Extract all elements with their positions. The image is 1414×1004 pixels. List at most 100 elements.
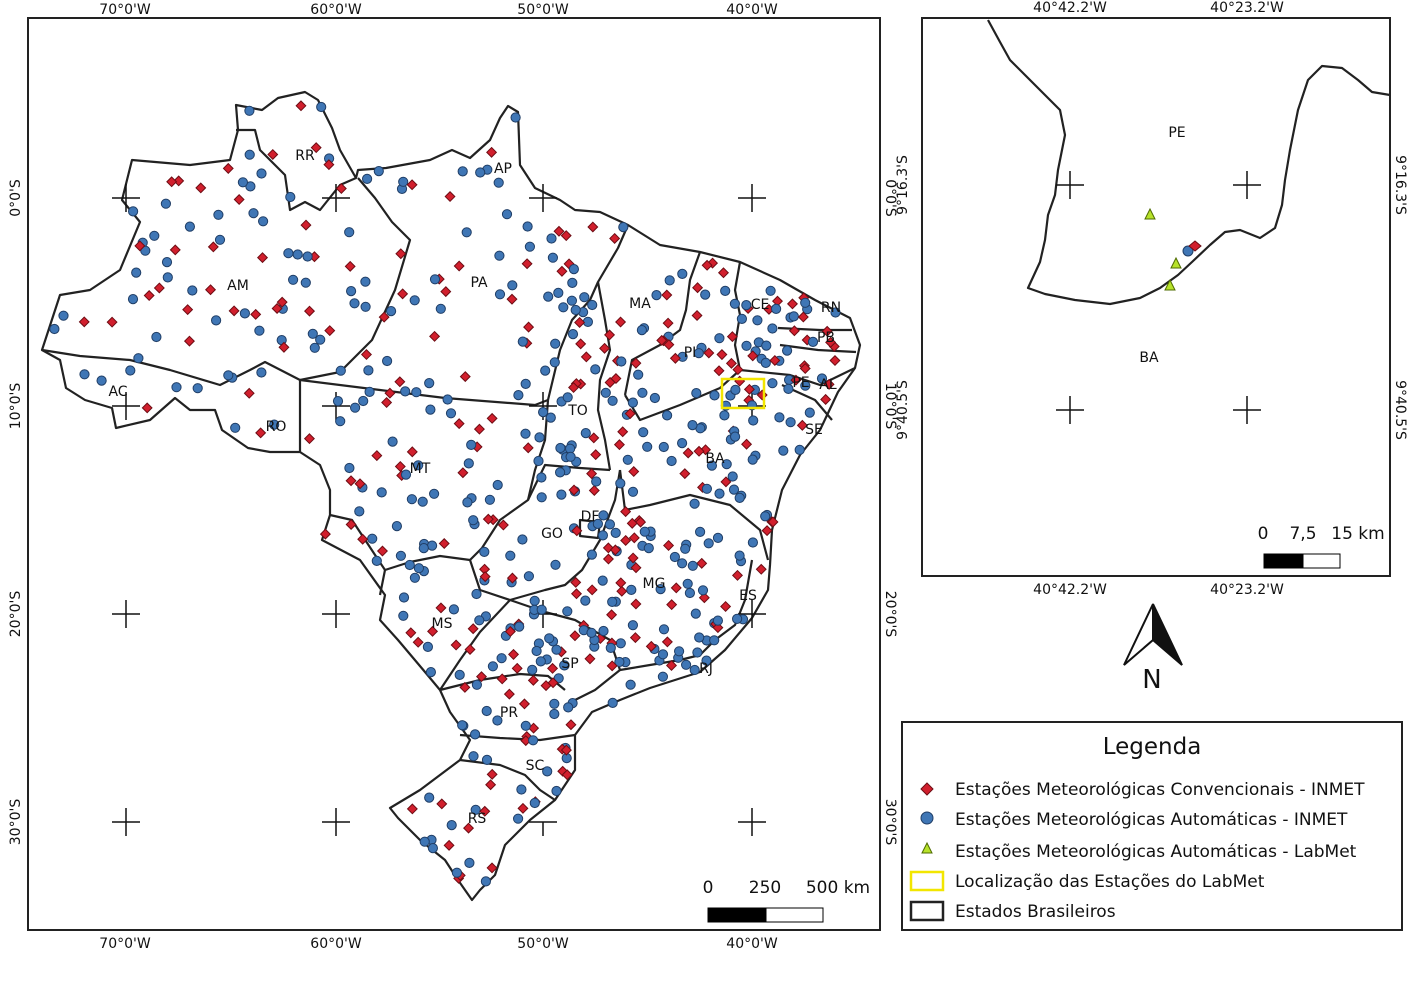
- conv-station-marker: [796, 419, 808, 431]
- auto-station-marker: [549, 698, 560, 709]
- north-arrow: N: [1123, 603, 1183, 695]
- conv-station-marker: [295, 100, 307, 112]
- auto-station-marker: [514, 621, 525, 632]
- auto-station-marker: [409, 572, 420, 583]
- conv-station-marker: [717, 267, 729, 279]
- conv-station-marker: [371, 450, 383, 462]
- conv-station-marker: [732, 364, 744, 376]
- conv-station-marker: [521, 258, 533, 270]
- conv-station-marker: [506, 572, 518, 584]
- state-label-pb: PB: [817, 330, 835, 346]
- conv-station-marker: [626, 517, 638, 529]
- auto-station-marker: [448, 604, 459, 615]
- state-label-ba: BA: [705, 451, 725, 467]
- main-map: 70°0'W 60°0'W 50°0'W 40°0'W 70°0'W 60°0'…: [8, 2, 898, 952]
- conv-station-marker: [565, 719, 577, 731]
- auto-station-marker: [604, 519, 616, 530]
- conv-station-marker: [153, 282, 165, 294]
- auto-station-marker: [367, 533, 378, 544]
- scalebar-label-500: 500 km: [806, 878, 870, 898]
- auto-station-marker: [586, 549, 598, 560]
- auto-station-marker: [662, 410, 673, 421]
- conv-station-marker: [243, 387, 255, 399]
- auto-station-marker: [391, 521, 402, 532]
- inset-scalebar-black-segment: [1263, 553, 1304, 569]
- auto-station-marker: [627, 620, 639, 631]
- conv-station-marker: [486, 768, 498, 780]
- auto-station-marker: [695, 526, 706, 538]
- conv-station-marker: [628, 466, 640, 478]
- auto-station-marker: [404, 559, 415, 571]
- conv-station-marker: [479, 571, 491, 583]
- conv-station-marker: [397, 288, 409, 300]
- auto-station-marker: [563, 702, 574, 713]
- auto-station-marker: [363, 365, 374, 376]
- north-arrow-right-half: [1152, 603, 1183, 666]
- conv-station-marker: [575, 338, 587, 350]
- conv-station-marker: [620, 506, 632, 518]
- conv-station-marker: [486, 862, 498, 874]
- auto-station-marker: [398, 176, 409, 187]
- auto-station-marker: [625, 679, 636, 690]
- conv-station-marker: [568, 484, 580, 496]
- auto-station-marker: [151, 331, 162, 343]
- conv-station-marker: [406, 179, 418, 191]
- conv-station-marker: [429, 330, 441, 342]
- conv-station-marker: [587, 221, 599, 233]
- conv-station-marker: [790, 374, 802, 386]
- inset-lon-label-1-top: 40°42.2'W: [1033, 0, 1107, 16]
- inset-lat-label-1-left: 9°16.3'S: [895, 155, 911, 215]
- state-label-df: DF: [581, 509, 600, 525]
- auto-station-marker: [700, 289, 711, 300]
- legend-title: Legenda: [1103, 734, 1202, 760]
- auto-station-marker: [517, 336, 528, 347]
- legend-label-labmet: Estações Meteorológicas Automáticas - La…: [955, 842, 1357, 862]
- auto-station-marker: [406, 494, 417, 505]
- auto-station-marker: [254, 325, 265, 336]
- inset-lat-label-2-right: 9°40.5'S: [1392, 380, 1408, 440]
- auto-station-marker: [364, 386, 375, 397]
- auto-station-marker: [687, 420, 698, 431]
- auto-station-marker: [543, 291, 554, 302]
- conv-station-marker: [381, 396, 393, 409]
- conv-station-marker: [720, 476, 732, 488]
- auto-station-marker: [409, 295, 420, 306]
- auto-station-marker: [586, 627, 597, 638]
- auto-station-marker: [714, 333, 725, 344]
- auto-station-marker: [741, 300, 752, 311]
- state-label-am: AM: [227, 278, 249, 294]
- auto-station-marker: [694, 632, 705, 643]
- conv-station-marker: [606, 609, 618, 621]
- auto-station-marker: [211, 315, 222, 326]
- auto-station-marker: [579, 292, 590, 303]
- auto-station-marker: [760, 357, 771, 368]
- auto-station-marker: [720, 285, 731, 296]
- auto-station-marker: [748, 415, 759, 426]
- conv-station-marker: [467, 623, 479, 635]
- conv-station-marker: [517, 802, 529, 814]
- conv-station-marker: [682, 447, 694, 459]
- auto-station-marker: [547, 252, 559, 263]
- conv-station-marker: [78, 316, 90, 328]
- conv-station-marker: [701, 259, 713, 271]
- auto-station-marker: [730, 431, 741, 442]
- scalebar-label-0: 0: [703, 878, 714, 898]
- auto-station-marker: [658, 624, 670, 635]
- auto-station-marker: [692, 647, 703, 658]
- conv-station-marker: [560, 744, 572, 756]
- auto-station-marker: [516, 784, 527, 795]
- conv-station-marker: [183, 335, 195, 347]
- auto-station-marker: [470, 729, 481, 740]
- conv-station-marker: [767, 516, 779, 528]
- conv-station-marker: [547, 677, 559, 689]
- auto-station-marker: [767, 378, 778, 389]
- auto-station-marker: [349, 298, 360, 309]
- auto-station-marker: [285, 191, 296, 203]
- conv-station-marker: [693, 445, 705, 457]
- conv-station-marker: [586, 584, 598, 596]
- auto-station-marker: [551, 644, 562, 655]
- auto-station-marker: [510, 112, 521, 123]
- conv-station-marker: [276, 296, 288, 308]
- conv-station-marker: [627, 552, 639, 564]
- auto-station-marker: [213, 209, 224, 220]
